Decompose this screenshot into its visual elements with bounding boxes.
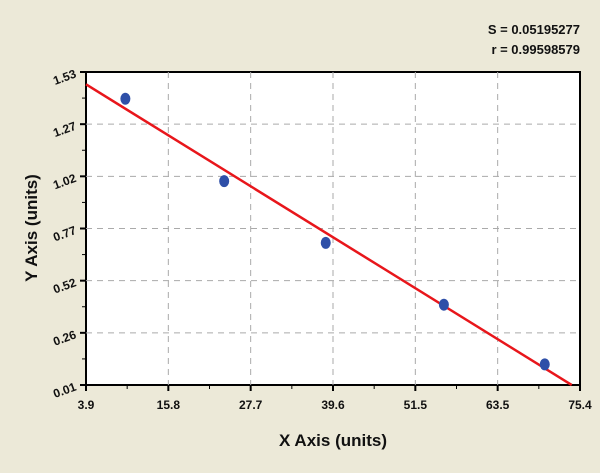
- y-tick-label: 1.53: [51, 67, 78, 88]
- data-point: [219, 175, 230, 188]
- x-tick-label: 75.4: [568, 398, 592, 412]
- y-tick-label: 1.02: [51, 171, 78, 192]
- x-tick-label: 39.6: [321, 398, 345, 412]
- x-tick-label: 63.5: [486, 398, 510, 412]
- x-tick-label: 15.8: [157, 398, 181, 412]
- y-tick-label: 0.26: [51, 327, 78, 348]
- y-tick-label: 0.01: [51, 380, 78, 401]
- marks: [85, 83, 573, 387]
- stat-r: r = 0.99598579: [491, 42, 580, 57]
- axis-ticks: 3.9 15.8 27.7 39.6 51.5 63.5 75.4 0.01 0.26 0.52 0…: [51, 67, 592, 412]
- x-tick-label: 51.5: [404, 398, 428, 412]
- grid: [86, 72, 580, 385]
- y-tick-label: 1.27: [51, 119, 78, 140]
- fit-line: [85, 83, 573, 387]
- y-tick-label: 0.52: [51, 275, 78, 296]
- x-tick-label: 27.7: [239, 398, 263, 412]
- data-point: [438, 298, 449, 311]
- data-point: [539, 358, 550, 371]
- y-tick-label: 0.77: [51, 223, 78, 244]
- x-axis-label: X Axis (units): [279, 431, 387, 450]
- stat-s: S = 0.05195277: [487, 22, 580, 37]
- x-tick-label: 3.9: [78, 398, 95, 412]
- data-point: [320, 236, 331, 249]
- data-point: [120, 92, 131, 105]
- y-axis-label: Y Axis (units): [22, 174, 41, 282]
